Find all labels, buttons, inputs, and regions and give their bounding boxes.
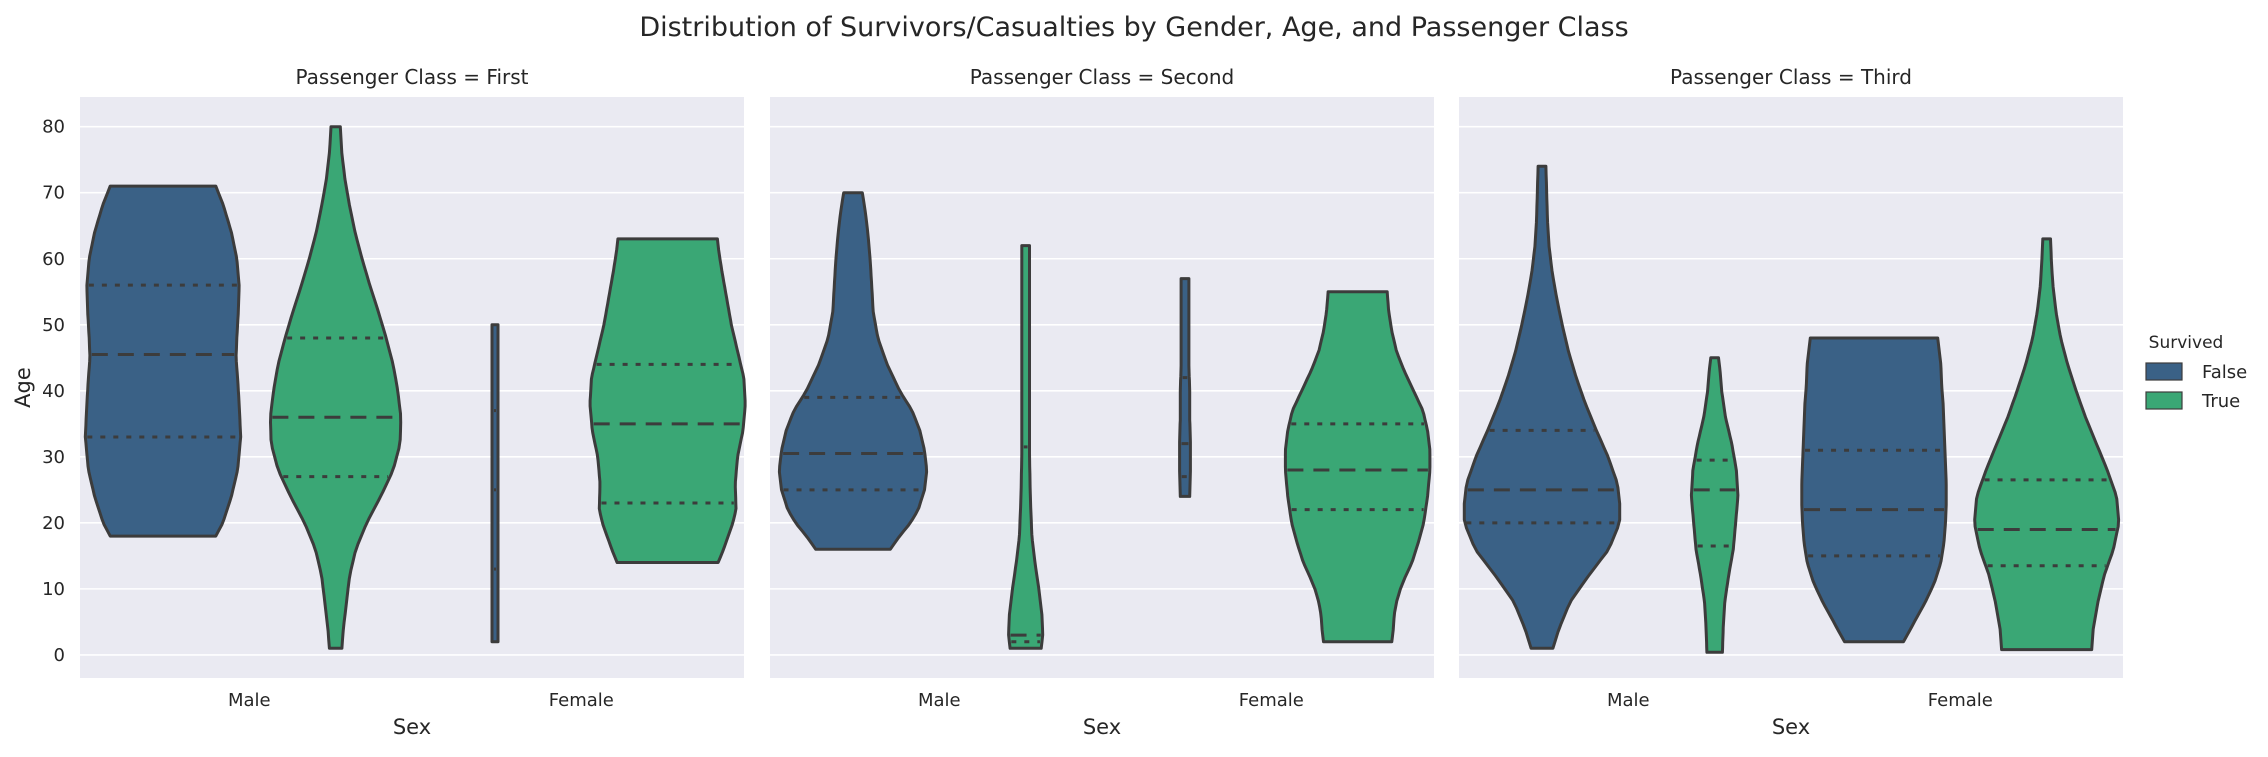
x-axis-label: Sex: [1083, 715, 1121, 739]
panel-1: Passenger Class = First 0 10 20 30 40 50 60 70 80…: [11, 65, 747, 739]
y-tick-label: 60: [42, 249, 65, 270]
y-tick-label: 50: [42, 315, 65, 336]
legend: Survived False True: [2145, 333, 2247, 412]
x-tick-label: Female: [549, 690, 614, 711]
legend-swatch: [2145, 362, 2183, 381]
y-tick-label: 20: [42, 513, 65, 534]
y-tick-label: 10: [42, 579, 65, 600]
violin-female-true: [1283, 290, 1432, 644]
legend-swatch: [2145, 391, 2183, 410]
y-axis-label: Age: [11, 367, 35, 408]
violin-body: [1283, 290, 1432, 644]
chart-title: Distribution of Survivors/Casualties by …: [639, 12, 1628, 43]
violin-female-true: [1973, 237, 2121, 652]
violin-male-true: [1689, 356, 1740, 654]
violin-body: [1973, 237, 2121, 652]
violin-body: [1800, 336, 1948, 644]
violin-body: [588, 237, 747, 564]
violin-body: [1178, 277, 1192, 498]
violin-male-true: [1007, 244, 1045, 650]
legend-label: True: [2201, 391, 2240, 412]
x-axis-label: Sex: [1772, 715, 1810, 739]
panels-layer: Passenger Class = First 0 10 20 30 40 50 60 70 80…: [11, 65, 2123, 739]
violin-male-false: [83, 184, 243, 538]
panel-2: Passenger Class = Second Male Female Sex: [770, 65, 1434, 739]
legend-label: False: [2202, 362, 2247, 383]
violin-female-false: [1800, 336, 1948, 644]
x-tick-label: Male: [228, 690, 271, 711]
violin-body: [777, 191, 929, 551]
y-tick-label: 30: [42, 447, 65, 468]
y-tick-label: 0: [54, 645, 65, 666]
violin-male-true: [269, 125, 403, 650]
y-tick-label: 70: [42, 183, 65, 204]
x-tick-label: Female: [1239, 690, 1304, 711]
y-tick-label: 40: [42, 381, 65, 402]
violin-female-true: [588, 237, 747, 564]
violin-body: [1462, 164, 1622, 650]
panel-title: Passenger Class = Second: [970, 65, 1235, 89]
panel-title: Passenger Class = First: [296, 65, 529, 89]
violin-body: [83, 184, 243, 538]
y-tick-label: 80: [42, 117, 65, 138]
x-tick-label: Male: [918, 690, 961, 711]
violin-male-false: [1462, 164, 1622, 650]
x-tick-label: Female: [1928, 690, 1993, 711]
legend-title: Survived: [2149, 333, 2224, 353]
violin-body: [1689, 356, 1740, 654]
panel-3: Passenger Class = Third Male Female Sex: [1459, 65, 2123, 739]
violin-male-false: [777, 191, 929, 551]
violin-body: [269, 125, 403, 650]
violin-female-false: [490, 323, 500, 644]
violin-female-false: [1178, 277, 1192, 498]
x-tick-label: Male: [1607, 690, 1650, 711]
panel-title: Passenger Class = Third: [1670, 65, 1912, 89]
violin-body: [490, 323, 500, 644]
x-axis-label: Sex: [393, 715, 431, 739]
